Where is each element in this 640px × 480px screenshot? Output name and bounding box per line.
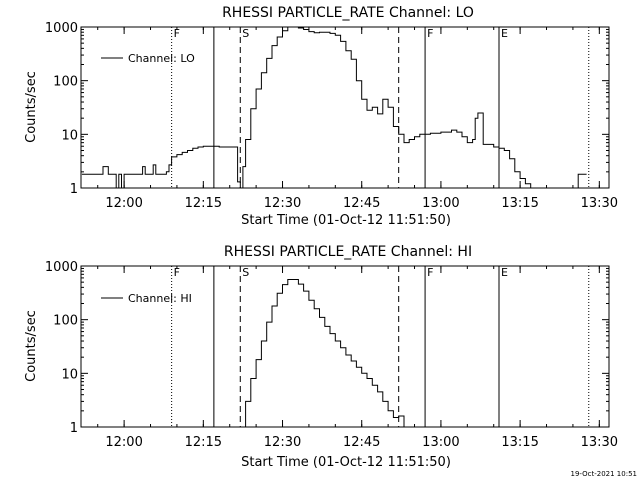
x-tick-label: 13:00	[422, 435, 459, 450]
x-axis-label-lo: Start Time (01-Oct-12 11:51:50)	[241, 213, 451, 228]
event-marker-label: E	[501, 266, 508, 279]
event-marker-label: F	[174, 266, 180, 279]
legend-label-lo: Channel: LO	[128, 52, 195, 65]
x-tick-label: 12:00	[105, 435, 142, 450]
data-series-hi	[240, 279, 408, 428]
plot-frame-lo	[80, 26, 610, 189]
x-tick-label: 13:15	[501, 196, 538, 211]
x-tick-label: 13:30	[581, 435, 618, 450]
event-marker-label: S	[242, 27, 249, 40]
plot-frame-hi	[80, 265, 610, 428]
event-marker-label: F	[427, 266, 433, 279]
y-tick-label: 1000	[45, 21, 78, 36]
y-tick-label: 1000	[45, 260, 78, 275]
event-marker-label: F	[427, 27, 433, 40]
legend-label-hi: Channel: HI	[128, 292, 192, 305]
y-axis-label-lo: Counts/sec	[24, 71, 39, 143]
legend-lo: Channel: LO	[101, 52, 195, 65]
y-tick-label: 1	[70, 421, 78, 436]
event-marker-label: S	[242, 266, 249, 279]
event-marker-label: F	[174, 27, 180, 40]
x-tick-label: 12:15	[185, 435, 222, 450]
generation-timestamp: 19-Oct-2021 10:51	[571, 470, 637, 478]
x-tick-label: 13:30	[581, 196, 618, 211]
chart-panel-lo: RHESSI PARTICLE_RATE Channel: LO F S F E 12…	[24, 5, 618, 228]
series-line	[81, 26, 587, 189]
chart-panel-hi: RHESSI PARTICLE_RATE Channel: HI F S F E 12…	[24, 244, 618, 470]
x-tick-label: 13:15	[501, 435, 538, 450]
y-axis-label-hi: Counts/sec	[24, 310, 39, 382]
legend-hi: Channel: HI	[101, 292, 192, 305]
y-tick-label: 10	[61, 367, 78, 382]
x-tick-label: 12:45	[343, 435, 380, 450]
x-tick-label: 12:45	[343, 196, 380, 211]
y-tick-label: 10	[61, 128, 78, 143]
y-tick-label: 100	[53, 75, 78, 90]
x-axis-label-hi: Start Time (01-Oct-12 11:51:50)	[241, 455, 451, 470]
series-line	[240, 279, 408, 428]
event-marker-label: E	[501, 27, 508, 40]
x-tick-label: 12:00	[105, 196, 142, 211]
chart-title-lo: RHESSI PARTICLE_RATE Channel: LO	[222, 5, 474, 21]
x-tick-label: 12:30	[264, 435, 301, 450]
x-tick-label: 13:00	[422, 196, 459, 211]
x-tick-label: 12:15	[185, 196, 222, 211]
data-series-lo	[81, 26, 587, 189]
chart-title-hi: RHESSI PARTICLE_RATE Channel: HI	[224, 244, 472, 260]
axis-ticks-lo: 12:00 12:15 12:30 12:45 13:00 13:15 13:30 1 10 10…	[45, 21, 618, 211]
y-tick-label: 100	[53, 314, 78, 329]
axis-ticks-hi: 12:00 12:15 12:30 12:45 13:00 13:15 13:30 1 10 10…	[45, 260, 618, 450]
y-tick-label: 1	[70, 182, 78, 197]
x-tick-label: 12:30	[264, 196, 301, 211]
